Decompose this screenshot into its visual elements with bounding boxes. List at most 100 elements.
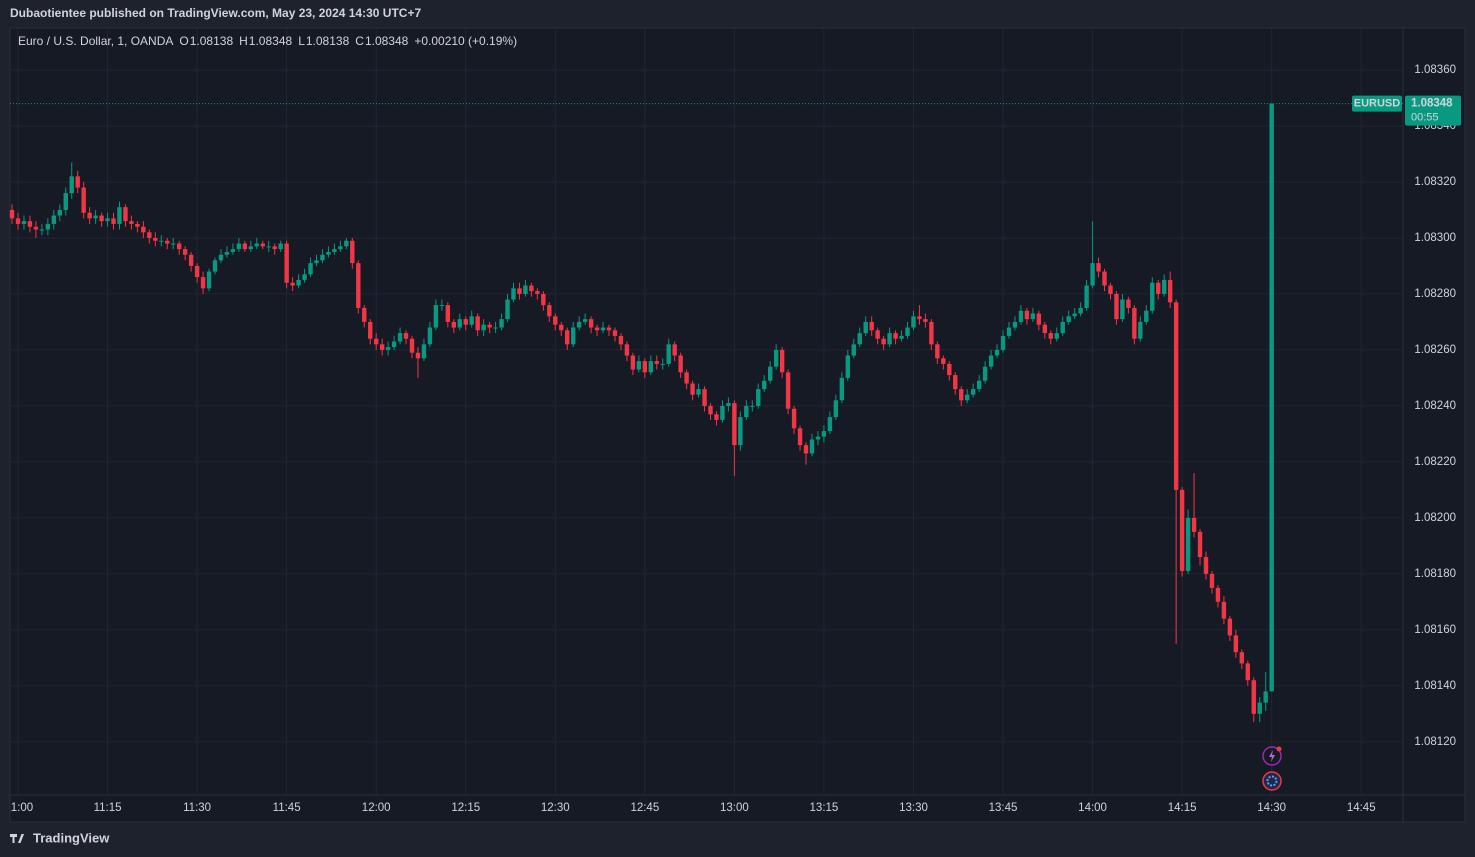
candle-body (726, 403, 731, 406)
candle-body (1179, 489, 1185, 572)
event-icon[interactable] (1262, 771, 1282, 791)
candle-body (1150, 282, 1155, 311)
candle-body (815, 436, 821, 440)
candle-body (588, 319, 594, 328)
candle-body (594, 327, 600, 331)
candle-body (917, 316, 922, 320)
candle-body (87, 212, 92, 219)
candle-body (427, 327, 433, 345)
candle-body (153, 237, 158, 241)
footer-logo[interactable]: TradingView (10, 830, 110, 845)
candle-body (397, 333, 403, 342)
candle-body (1060, 321, 1065, 334)
candle-body (523, 285, 528, 294)
candle-body (39, 229, 45, 231)
candle-body (212, 260, 218, 272)
candle-body (81, 187, 86, 213)
candle-body (1209, 573, 1215, 588)
candle-body (803, 445, 809, 454)
y-tick-label: 1.08280 (1414, 288, 1456, 300)
candle-body (720, 405, 725, 420)
candle-body (1263, 691, 1268, 703)
candle-body (176, 243, 182, 250)
candle-body (642, 361, 648, 373)
candle-body (182, 249, 188, 255)
candle-body (1036, 313, 1042, 325)
candle-body (767, 366, 773, 381)
candle-body (618, 335, 624, 345)
candle-body (570, 327, 576, 345)
candle-body (547, 305, 552, 317)
candle-body (869, 321, 874, 331)
candle-body (982, 366, 988, 381)
candle-body (648, 361, 654, 373)
candle-body (1173, 302, 1179, 490)
candle-body (947, 363, 952, 376)
event-icon-glyph (1266, 775, 1278, 787)
x-tick-label: 11:15 (94, 802, 122, 814)
y-tick-label: 1.08360 (1414, 64, 1456, 76)
legend-ohlc-value: 1.08138 (306, 34, 350, 48)
candle-body (296, 279, 301, 286)
candle-body (565, 330, 570, 345)
candle-body (1269, 103, 1274, 692)
candle-body (535, 291, 540, 294)
candle-body (123, 207, 128, 222)
brand: TradingView (33, 830, 110, 845)
legend-ohlc-value: 1.08348 (365, 34, 409, 48)
candle-body (845, 355, 851, 378)
event-icon[interactable] (1262, 746, 1282, 766)
candle-body (529, 285, 534, 292)
candle-body (1156, 282, 1161, 294)
candle-body (654, 361, 659, 364)
candle-body (976, 380, 982, 390)
candle-body (965, 394, 970, 401)
candle-body (606, 327, 612, 331)
candle-body (744, 405, 749, 418)
candle-body (469, 316, 474, 325)
candle-body (242, 243, 248, 250)
candle-body (1120, 299, 1125, 320)
candle-body (350, 240, 355, 264)
candle-body (1221, 601, 1227, 619)
candle-body (356, 263, 361, 308)
candle-body (899, 335, 904, 339)
candle-body (379, 344, 385, 350)
x-tick-label: 13:45 (989, 802, 1018, 814)
candle-body (188, 254, 194, 266)
candle-body (929, 321, 934, 345)
candle-body (624, 344, 630, 356)
candle-body (953, 375, 958, 390)
candle-body (45, 223, 51, 230)
candle-body (1191, 517, 1197, 532)
candle-body (1090, 263, 1095, 286)
y-tick-label: 1.08180 (1414, 568, 1456, 580)
candle-body (851, 344, 856, 356)
candle-body (129, 221, 134, 224)
candle-body (875, 330, 880, 339)
candle-body (332, 249, 337, 252)
candle-body (702, 389, 707, 406)
candle-body (750, 405, 755, 407)
legend-ohlc-label: O (179, 34, 188, 48)
candle-body (839, 377, 845, 401)
candle-body (1006, 327, 1012, 336)
candle-body (1185, 517, 1191, 572)
candle-body (1030, 313, 1036, 320)
x-tick-label: 14:15 (1168, 802, 1197, 814)
candle-body (69, 176, 74, 194)
y-tick-label: 1.08220 (1414, 456, 1456, 468)
candle-body (475, 316, 480, 331)
candle-body (1203, 557, 1209, 574)
candle-body (1132, 307, 1137, 339)
candle-body (51, 215, 57, 224)
y-tick-label: 1.08240 (1414, 400, 1456, 412)
candle-body (391, 341, 397, 348)
x-tick-label: 13:30 (899, 802, 928, 814)
x-tick-label: 1:00 (11, 802, 33, 814)
candle-body (678, 355, 683, 373)
candle-body (403, 333, 409, 339)
candle-body (541, 293, 546, 306)
candle-body (1042, 324, 1048, 334)
